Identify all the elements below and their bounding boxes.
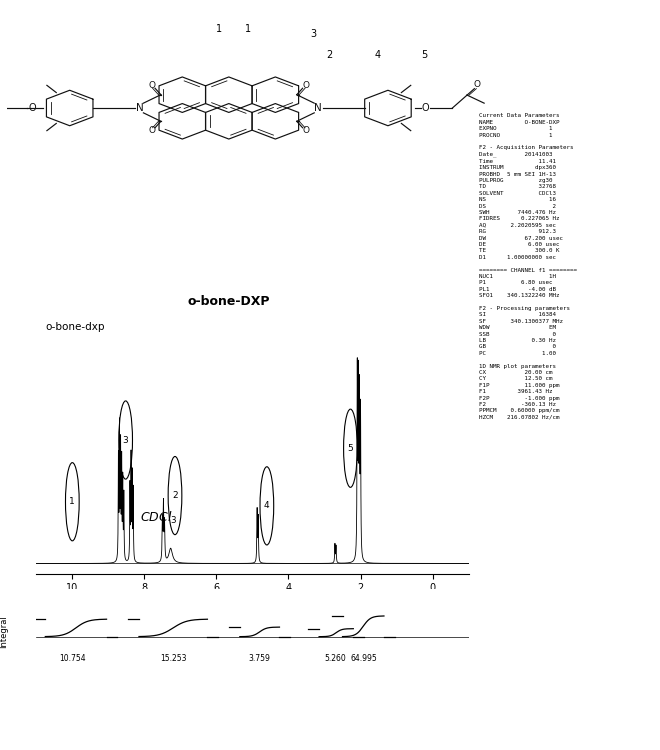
Text: O: O <box>473 80 480 88</box>
Text: 1: 1 <box>246 24 251 34</box>
Text: 3.759: 3.759 <box>249 654 271 663</box>
X-axis label: ppm: ppm <box>240 596 265 606</box>
Text: O: O <box>302 81 309 90</box>
Text: O: O <box>28 103 36 113</box>
Text: 10.754: 10.754 <box>59 654 86 663</box>
Text: Current Data Parameters
NAME         O-BONE-DXP
EXPNO               1
PROCNO    : Current Data Parameters NAME O-BONE-DXP … <box>478 113 577 420</box>
Text: 5.260: 5.260 <box>325 654 346 663</box>
Text: 3: 3 <box>310 28 316 39</box>
Text: Integral: Integral <box>0 616 9 648</box>
Text: 5: 5 <box>348 444 353 453</box>
Text: N: N <box>135 103 143 113</box>
Text: 5: 5 <box>421 50 427 60</box>
Text: 1: 1 <box>69 497 75 506</box>
Text: $CDCl_3$: $CDCl_3$ <box>140 510 178 526</box>
Text: 4: 4 <box>375 50 381 60</box>
Text: O: O <box>148 81 156 90</box>
Text: 64.995: 64.995 <box>350 654 378 663</box>
Text: o-bone-DXP: o-bone-DXP <box>187 295 270 308</box>
Text: N: N <box>314 103 322 113</box>
Text: 2: 2 <box>172 491 178 500</box>
Text: 2: 2 <box>326 50 332 60</box>
Text: o-bone-dxp: o-bone-dxp <box>45 322 104 332</box>
Text: O: O <box>302 126 309 135</box>
Text: 3: 3 <box>123 436 129 445</box>
Text: O: O <box>148 126 156 135</box>
Text: 4: 4 <box>264 501 270 510</box>
Text: 15.253: 15.253 <box>160 654 186 663</box>
Text: O: O <box>422 103 430 113</box>
Text: 1: 1 <box>216 24 222 34</box>
